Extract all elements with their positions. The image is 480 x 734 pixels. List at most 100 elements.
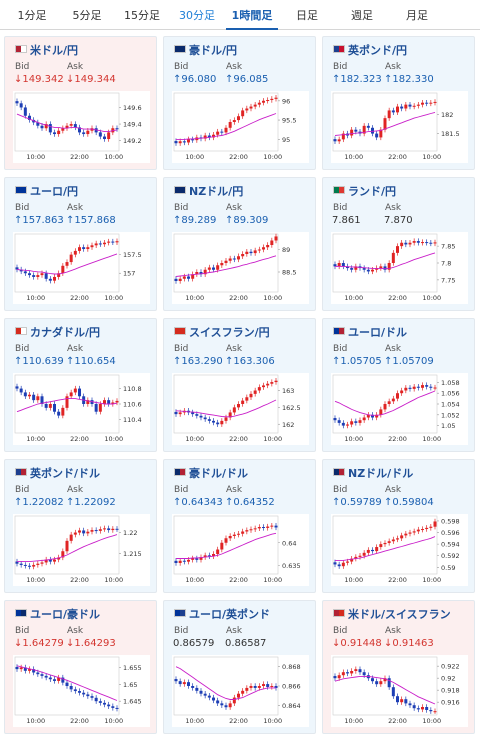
rate-card[interactable]: 米ドル/円 Bid Ask ↓149.342 ↓149.344 149.6 149.4 149…	[4, 36, 157, 170]
pair-name[interactable]: 米ドル/円	[30, 44, 79, 57]
candle-body	[408, 242, 412, 245]
x-tick-label: 22:00	[229, 294, 248, 302]
tab-6[interactable]: 週足	[351, 9, 373, 22]
candle-body	[249, 393, 253, 398]
price-chart[interactable]: 157.5 157 10:00 22:00 10:00	[13, 232, 150, 304]
ask-label: Ask	[385, 62, 402, 72]
candle-body	[354, 129, 358, 132]
rate-card[interactable]: 英ポンド/円 Bid Ask ↑182.323 ↑182.330 182 181.5 10:0…	[322, 36, 475, 170]
rate-card[interactable]: 豪ドル/ドル Bid Ask ↑0.64343 ↑0.64352 0.64 0.635 10:…	[163, 459, 316, 593]
candle-body	[228, 703, 232, 708]
candle-body	[203, 135, 207, 139]
y-tick-label: 181.5	[441, 130, 460, 138]
price-chart[interactable]: 0.64 0.635 10:00 22:00 10:00	[172, 514, 309, 586]
candle-body	[212, 267, 215, 270]
price-chart[interactable]: 0.868 0.866 0.864 10:00 22:00 10:00	[172, 655, 309, 727]
tab-3[interactable]: 30分足	[179, 9, 215, 22]
candle-body	[57, 130, 61, 135]
y-tick-label: 0.868	[282, 663, 301, 671]
tab-4[interactable]: 1時間足	[226, 0, 278, 30]
price-chart[interactable]: 182 181.5 10:00 22:00 10:00	[331, 91, 468, 163]
candle-body	[94, 530, 98, 532]
pair-name[interactable]: NZドル/ドル	[348, 467, 414, 480]
price-chart[interactable]: 0.922 0.92 0.918 0.916 10:00 22:00 10:00	[331, 655, 468, 727]
candle-body	[199, 690, 203, 694]
rate-card[interactable]: ユーロ/円 Bid Ask ↑157.863 ↑157.868 157.5 157 10:00…	[4, 177, 157, 311]
rate-card[interactable]: 米ドル/スイスフラン Bid Ask ↓0.91448 ↓0.91463 0.922 0.9…	[322, 600, 475, 734]
rate-card[interactable]: ユーロ/豪ドル Bid Ask ↓1.64279 ↓1.64293 1.655 1.65 1.…	[4, 600, 157, 734]
candle-body	[195, 687, 199, 691]
plot-frame	[173, 374, 279, 434]
pair-name[interactable]: 豪ドル/円	[189, 44, 238, 57]
tab-2[interactable]: 15分足	[124, 9, 160, 22]
arrow-up-icon: ↑	[384, 497, 393, 508]
tab-5[interactable]: 日足	[296, 9, 318, 22]
rate-card[interactable]: スイスフラン/円 Bid Ask ↑163.290 ↑163.306 163 162.5 16…	[163, 318, 316, 452]
rate-card[interactable]: ランド/円 Bid Ask 7.861 7.870 7.85 7.8 7.75 10:00 22:…	[322, 177, 475, 311]
pair-name[interactable]: NZドル/円	[189, 185, 244, 198]
candle-body	[174, 679, 178, 682]
x-tick-label: 10:00	[185, 717, 204, 725]
tab-1[interactable]: 5分足	[72, 9, 102, 22]
tab-7[interactable]: 月足	[406, 9, 428, 22]
price-chart[interactable]: 1.655 1.65 1.645 10:00 22:00 10:00	[13, 655, 150, 727]
candle-body	[270, 686, 274, 687]
pair-name[interactable]: ユーロ/英ポンド	[189, 608, 271, 621]
candle-body	[103, 136, 106, 140]
rate-card[interactable]: ユーロ/ドル Bid Ask ↑1.05705 ↑1.05709 1.058 1.056 1.…	[322, 318, 475, 452]
price-chart[interactable]: 96 95.5 95 10:00 22:00 10:00	[172, 91, 309, 163]
pair-name[interactable]: 豪ドル/ドル	[189, 467, 249, 480]
pair-name[interactable]: 英ポンド/円	[348, 44, 408, 57]
candle-body	[40, 562, 44, 564]
candle-body	[416, 241, 420, 243]
price-chart[interactable]: 89 88.5 10:00 22:00 10:00	[172, 232, 309, 304]
rate-card[interactable]: ユーロ/英ポンド Bid Ask 0.86579 0.86587 0.868 0.866 0.…	[163, 600, 316, 734]
price-chart[interactable]: 163 162.5 162 10:00 22:00 10:00	[172, 373, 309, 445]
candle-body	[333, 139, 337, 142]
candle-body	[69, 392, 73, 397]
pair-name[interactable]: カナダドル/円	[30, 326, 101, 339]
pair-name[interactable]: スイスフラン/円	[189, 326, 270, 339]
rate-card[interactable]: カナダドル/円 Bid Ask ↑110.639 ↑110.654 110.8 110.6 1…	[4, 318, 157, 452]
candle-body	[346, 266, 349, 269]
pair-name[interactable]: ランド/円	[348, 185, 397, 198]
price-chart[interactable]: 0.598 0.596 0.594 0.592 0.59 10:00 22:00 10:00	[331, 514, 468, 586]
bid-label: Bid	[15, 344, 30, 354]
candle-body	[212, 697, 215, 701]
rate-card[interactable]: NZドル/ドル Bid Ask ↑0.59789 ↑0.59804 0.598 0.596 0…	[322, 459, 475, 593]
price-chart[interactable]: 1.058 1.056 1.054 1.052 1.05 10:00 22:00 10:00	[331, 373, 468, 445]
pair-name[interactable]: ユーロ/豪ドル	[30, 608, 101, 621]
bid-value: ↓0.91448	[332, 638, 382, 649]
moving-average-line	[176, 113, 277, 140]
price-chart[interactable]: 149.6 149.4 149.2 10:00 22:00 10:00	[13, 91, 150, 163]
candle-body	[107, 241, 111, 243]
price-chart[interactable]: 7.85 7.8 7.75 10:00 22:00 10:00	[331, 232, 468, 304]
candle-body	[178, 412, 182, 415]
pair-name[interactable]: 英ポンド/ドル	[30, 467, 101, 480]
candle-body	[28, 115, 31, 120]
candle-body	[48, 404, 52, 408]
pair-name[interactable]: ユーロ/円	[30, 185, 79, 198]
candle-body	[53, 276, 56, 281]
rate-card[interactable]: NZドル/円 Bid Ask ↑89.289 ↑89.309 89 88.5 10:00 22:…	[163, 177, 316, 311]
pair-name[interactable]: 米ドル/スイスフラン	[348, 608, 451, 621]
price-chart[interactable]: 110.8 110.6 110.4 10:00 22:00 10:00	[13, 373, 150, 445]
ask-label: Ask	[67, 62, 84, 72]
rate-card[interactable]: 豪ドル/円 Bid Ask ↑96.080 ↑96.085 96 95.5 95 10:00 22…	[163, 36, 316, 170]
candlestick-chart: 182 181.5 10:00 22:00 10:00	[332, 92, 460, 161]
ask-label: Ask	[385, 626, 402, 636]
price-chart[interactable]: 1.22 1.215 10:00 22:00 10:00	[13, 514, 150, 586]
x-tick-label: 10:00	[263, 576, 282, 584]
candle-body	[241, 690, 245, 694]
bid-label: Bid	[15, 485, 30, 495]
rate-card[interactable]: 英ポンド/ドル Bid Ask ↑1.22082 ↑1.22092 1.22 1.215 10…	[4, 459, 157, 593]
candle-body	[94, 697, 98, 702]
tab-0[interactable]: 1分足	[17, 9, 47, 22]
y-tick-label: 110.6	[123, 401, 142, 409]
candle-body	[65, 396, 69, 408]
pair-name[interactable]: ユーロ/ドル	[348, 326, 408, 339]
candle-body	[103, 528, 106, 530]
